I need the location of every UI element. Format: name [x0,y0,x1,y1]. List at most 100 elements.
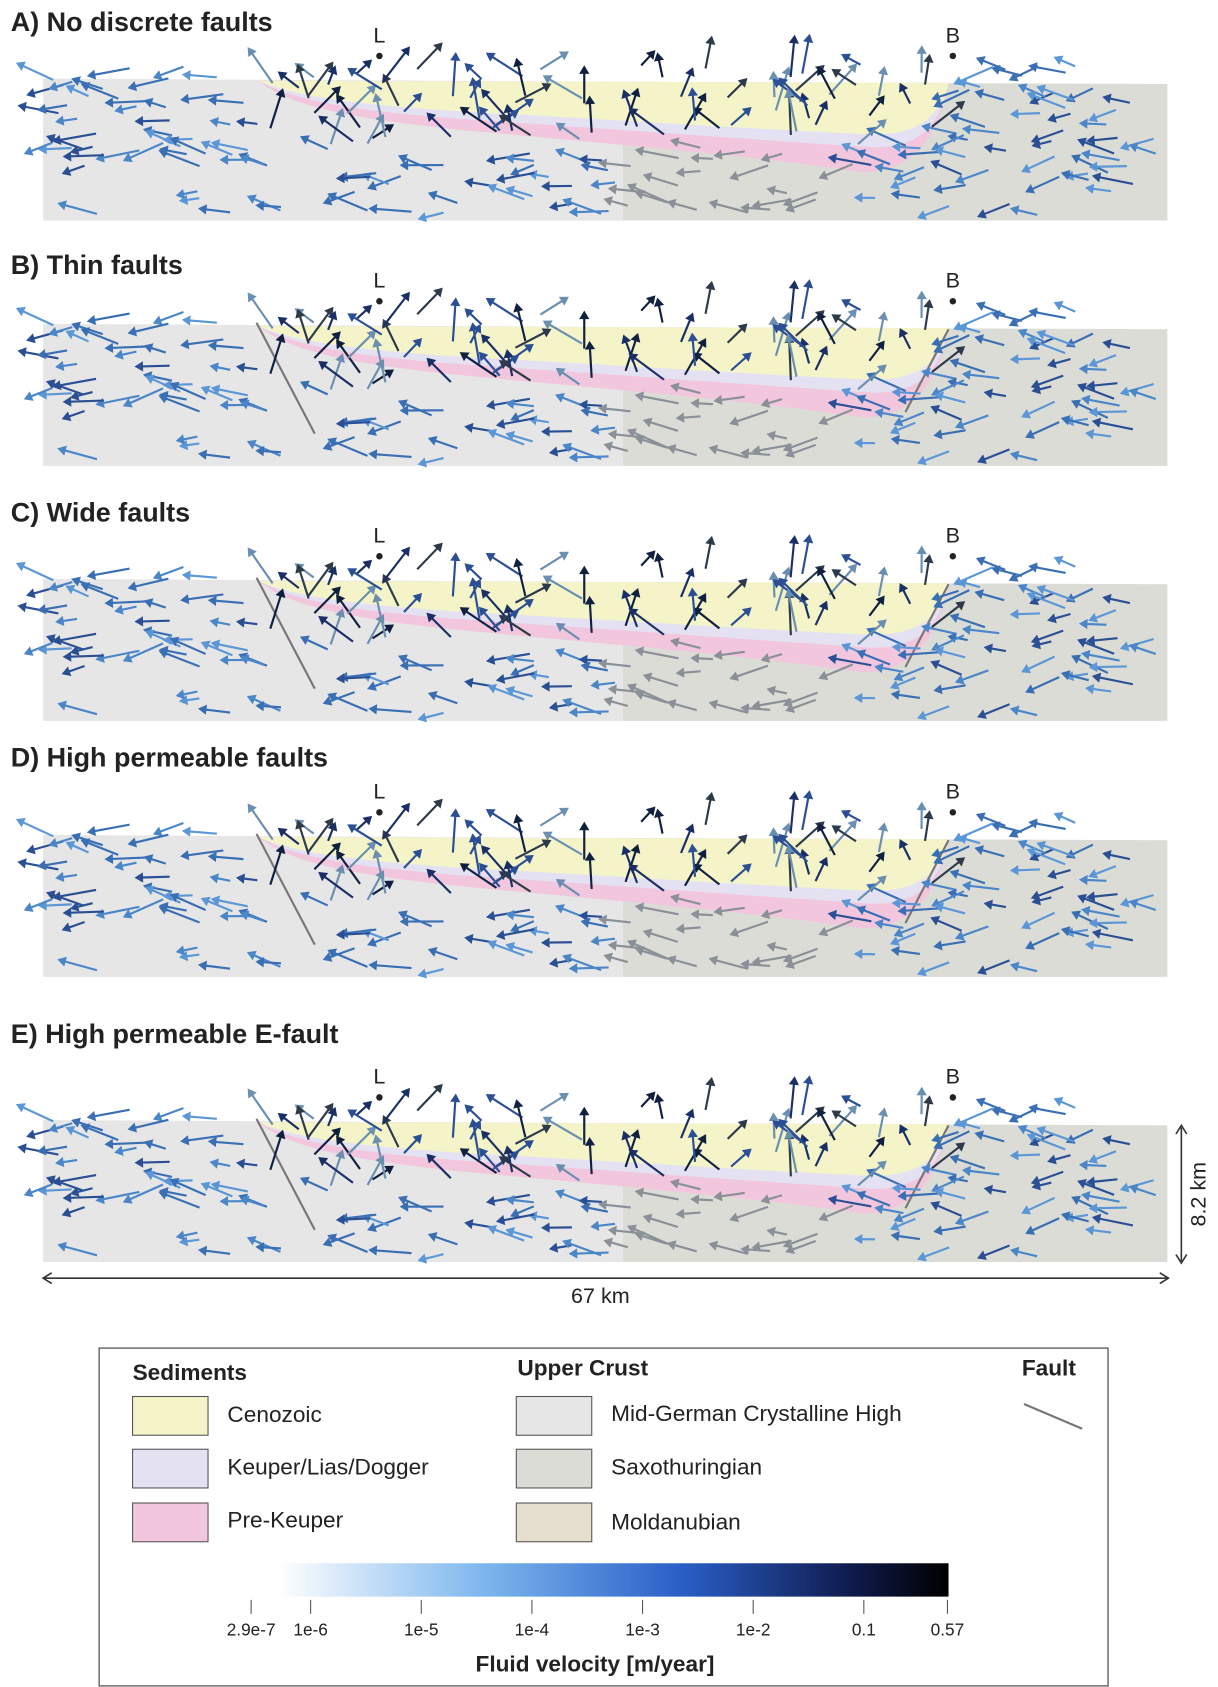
velocity-arrow [751,443,792,456]
velocity-arrow [335,418,371,429]
velocity-arrow [1081,394,1120,407]
velocity-arrow [603,441,629,453]
velocity-arrow [122,898,164,919]
velocity-arrow [335,1214,371,1225]
velocity-arrow [152,65,184,80]
velocity-arrow [784,588,798,632]
velocity-arrow [539,51,569,71]
legend-heading: Fault [1022,1356,1077,1381]
velocity-arrow [367,1216,402,1232]
velocity-arrow [178,951,200,962]
velocity-arrow [1088,865,1117,879]
velocity-arrow [487,939,525,957]
velocity-arrow [634,435,667,449]
velocity-arrow [579,310,590,349]
velocity-arrow [801,33,814,74]
panel-title: D) High permeable faults [11,743,328,773]
velocity-arrow [666,1240,698,1253]
velocity-arrow [874,919,904,930]
velocity-arrow [86,1108,130,1122]
velocity-arrow [299,1176,329,1192]
velocity-arrow [209,873,231,884]
velocity-arrow [505,398,534,410]
velocity-arrow [726,323,748,344]
length-label: 67 km [571,1284,630,1308]
velocity-arrow [713,1191,745,1202]
velocity-arrow [539,296,569,316]
velocity-arrow [1009,705,1038,717]
velocity-arrow [690,909,713,920]
velocity-arrow [584,851,596,889]
velocity-arrow [485,52,524,78]
velocity-arrow [1036,1126,1074,1143]
velocity-arrow [740,448,771,459]
velocity-arrow [313,842,341,870]
velocity-arrow [726,834,748,855]
well-label: L [373,780,385,804]
fault [255,833,316,946]
well-label: L [373,1065,385,1089]
velocity-arrow [597,158,631,169]
velocity-arrow [200,385,233,402]
velocity-arrow [71,576,104,591]
legend-swatch [132,1395,209,1436]
velocity-arrow [580,661,609,672]
velocity-arrow [197,960,231,971]
velocity-arrow [52,632,97,646]
velocity-arrow [578,654,603,665]
velocity-arrow [868,340,885,362]
velocity-arrow [899,328,912,350]
velocity-arrow [1081,149,1120,162]
velocity-arrow [327,692,368,712]
velocity-arrow [450,552,461,597]
velocity-arrow [729,920,769,938]
velocity-arrow [1009,354,1041,365]
legend-box [98,1347,1109,1687]
velocity-arrow [628,353,665,381]
velocity-arrow [977,959,1010,975]
velocity-arrow [975,301,1006,316]
velocity-arrow [893,166,925,181]
velocity-arrow [235,873,258,884]
velocity-arrow [505,1227,533,1239]
velocity-arrow [295,819,310,855]
velocity-arrow [52,377,97,391]
velocity-arrow [505,430,533,443]
velocity-arrow [346,585,377,615]
velocity-arrow [680,312,695,343]
velocity-arrow [713,149,745,160]
velocity-arrow [127,577,169,592]
velocity-arrow [977,448,1010,464]
velocity-arrow [269,88,286,129]
velocity-arrow [921,122,956,135]
velocity-arrow [562,197,602,215]
velocity-arrow [1021,400,1056,419]
velocity-arrow [1047,1154,1071,1165]
velocity-arrow [628,608,665,636]
velocity-arrow [347,67,383,91]
legend-item: Mid-German Crystalline High [611,1401,902,1426]
velocity-arrow [122,1183,164,1204]
velocity-arrow [1026,591,1066,610]
velocity-arrow [687,587,698,621]
velocity-arrow [675,167,701,178]
velocity-arrow [327,565,338,586]
velocity-arrow [336,94,361,129]
velocity-arrow [295,308,310,344]
velocity-arrow [178,1236,200,1247]
velocity-arrow [48,1122,73,1133]
velocity-arrow [899,839,912,861]
velocity-arrow [1030,129,1064,144]
velocity-arrow [634,391,679,405]
velocity-arrow [704,1077,716,1111]
velocity-arrow [38,144,72,155]
velocity-arrow [514,583,552,604]
velocity-arrow [1030,374,1064,390]
velocity-arrow [841,810,862,822]
velocity-arrow [1102,849,1131,861]
velocity-arrow [801,279,814,320]
velocity-arrow [961,880,1000,891]
velocity-arrow [921,878,956,891]
velocity-arrow [514,328,552,349]
velocity-arrow [180,593,224,605]
